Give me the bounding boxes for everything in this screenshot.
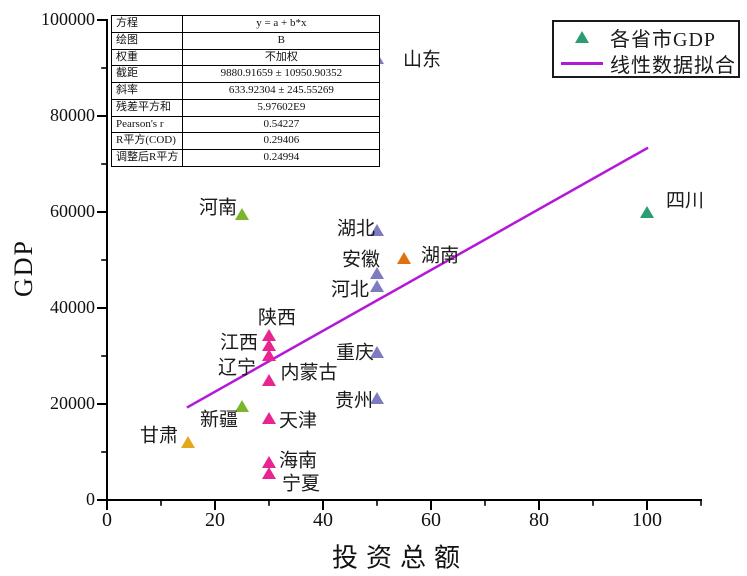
data-point-neimenggu [262, 374, 276, 387]
point-label-shaanxi: 陕西 [257, 307, 297, 329]
triangle-marker-icon [575, 31, 589, 43]
stats-row-value: 633.92304 ± 245.55269 [182, 82, 381, 100]
data-point-henan [235, 208, 249, 221]
stats-row: 斜率 633.92304 ± 245.55269 [110, 82, 381, 100]
data-point-hainan [262, 456, 276, 469]
data-point-anhui [370, 267, 384, 280]
stats-row: Pearson's r 0.54227 [110, 115, 381, 134]
y-tick-label: 60000 [50, 201, 95, 221]
stats-row-label: 截距 [110, 65, 184, 83]
point-label-hunan: 湖南 [420, 245, 460, 267]
data-point-guizhou [370, 392, 384, 405]
stats-row: 权重 不加权 [110, 48, 381, 67]
stats-row: 调整后R平方 0.24994 [110, 149, 381, 167]
data-point-hebei [370, 279, 384, 292]
point-label-ningxia: 宁夏 [281, 473, 321, 495]
stats-row-label: 斜率 [110, 82, 184, 100]
point-label-hebei: 河北 [330, 279, 370, 301]
point-label-neimenggu: 内蒙古 [280, 362, 338, 384]
data-point-jiangxi [262, 339, 276, 352]
point-label-liaoning: 辽宁 [217, 357, 257, 379]
point-label-henan: 河南 [198, 197, 238, 219]
legend-label-gdp: 各省市GDP [610, 28, 717, 51]
x-tick-label: 40 [313, 509, 333, 531]
stats-row-label: 调整后R平方 [110, 149, 184, 167]
stats-row-value: 0.54227 [182, 115, 381, 134]
data-point-chongqing [370, 346, 384, 359]
stats-row-label: 权重 [110, 48, 184, 67]
y-tick-label: 40000 [50, 297, 95, 317]
stats-table: 方程 y = a + b*x 绘图 B 权重 不加权 截距 9880.91659 ± 1095… [110, 15, 381, 167]
stats-row-label: 方程 [110, 15, 184, 33]
y-tick-label: 20000 [50, 393, 95, 413]
legend: 各省市GDP 线性数据拟合 [552, 20, 740, 78]
stats-row-label: Pearson's r [110, 115, 184, 134]
y-tick-label: 100000 [41, 9, 95, 29]
point-label-hainan: 海南 [278, 450, 318, 472]
stats-row-value: y = a + b*x [182, 15, 381, 33]
line-marker-icon [561, 61, 603, 65]
point-label-jiangxi: 江西 [219, 332, 259, 354]
stats-row-label: 残差平方和 [110, 98, 184, 117]
stats-row: R平方(COD) 0.29406 [110, 132, 381, 150]
x-tick-label: 20 [205, 509, 225, 531]
stats-row-value: 不加权 [182, 48, 381, 67]
point-label-chongqing: 重庆 [335, 342, 375, 364]
stats-row: 绘图 B [110, 31, 381, 50]
legend-entry-gdp: 各省市GDP [554, 24, 738, 51]
data-point-sichuan [640, 206, 654, 218]
point-label-guizhou: 贵州 [334, 390, 374, 412]
fit-line [186, 146, 649, 409]
x-tick-label: 0 [102, 509, 112, 531]
x-tick-label: 80 [529, 509, 549, 531]
stats-row-label: R平方(COD) [110, 132, 184, 150]
y-axis-title: GDP [9, 238, 38, 298]
data-point-gansu [181, 435, 195, 448]
point-label-tianjin: 天津 [278, 410, 318, 432]
point-label-hubei: 湖北 [336, 218, 376, 240]
stats-row: 残差平方和 5.97602E9 [110, 98, 381, 117]
point-label-shandong: 山东 [402, 49, 442, 71]
stats-row: 截距 9880.91659 ± 10950.90352 [110, 65, 381, 83]
y-tick-label: 0 [86, 489, 95, 509]
data-point-shaanxi [262, 329, 276, 342]
point-label-xinjiang: 新疆 [199, 409, 239, 431]
data-point-hunan [397, 251, 411, 264]
data-point-liaoning [262, 349, 276, 362]
y-tick-label: 80000 [50, 105, 95, 125]
stats-row-value: 0.29406 [182, 132, 381, 150]
stats-row-label: 绘图 [110, 31, 184, 50]
point-label-sichuan: 四川 [665, 190, 705, 212]
legend-entry-fit: 线性数据拟合 [554, 50, 738, 77]
stats-row-value: 5.97602E9 [182, 98, 381, 117]
legend-label-fit: 线性数据拟合 [610, 54, 736, 77]
point-label-anhui: 安徽 [341, 249, 381, 271]
data-point-hubei [370, 224, 384, 237]
stats-row: 方程 y = a + b*x [110, 15, 381, 33]
x-axis-title: 投资总额 [331, 543, 469, 573]
data-point-tianjin [262, 411, 276, 424]
stats-row-value: 0.24994 [182, 149, 381, 167]
stats-row-value: B [182, 31, 381, 50]
point-label-gansu: 甘肃 [139, 425, 179, 447]
stats-row-value: 9880.91659 ± 10950.90352 [182, 65, 381, 83]
data-point-xinjiang [235, 399, 249, 412]
x-tick-label: 100 [632, 509, 662, 531]
data-point-ningxia [262, 467, 276, 480]
x-tick-label: 60 [421, 509, 441, 531]
